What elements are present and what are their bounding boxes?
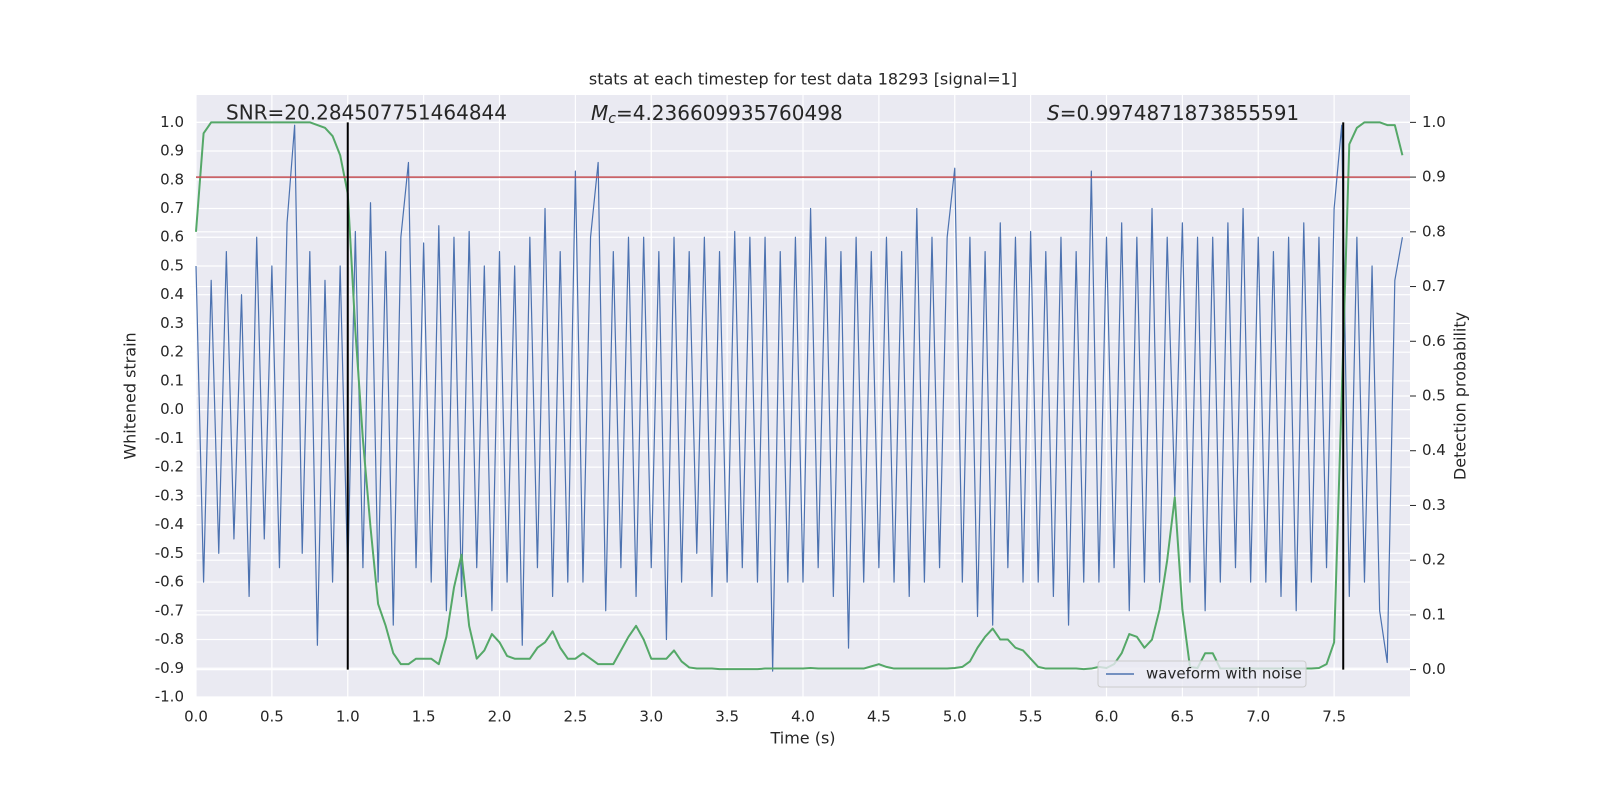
x-axis-label: Time (s): [769, 729, 835, 748]
y2-tick-label: 0.1: [1422, 605, 1446, 623]
x-tick-label: 0.0: [184, 708, 208, 726]
x-tick-label: 5.5: [1019, 708, 1043, 726]
series-line: [195, 124, 1404, 672]
y-tick-label: -0.4: [155, 515, 184, 533]
y-tick-label: 0.7: [160, 199, 184, 217]
x-tick-label: 1.0: [336, 708, 360, 726]
y-tick-label: -0.6: [155, 573, 184, 591]
y2-axis-label: Detection probability: [1451, 312, 1470, 480]
legend: waveform with noise: [1097, 660, 1307, 688]
chart-title: stats at each timestep for test data 182…: [589, 70, 1017, 89]
y2-tick-label: 0.5: [1422, 387, 1446, 405]
y2-tick-label: 0.8: [1422, 222, 1446, 240]
y-tick-label: 1.0: [160, 113, 184, 131]
y-tick-label: -0.5: [155, 544, 184, 562]
annotation-text: =0.9974871873855591: [1060, 101, 1299, 125]
y-tick-label: 0.0: [160, 400, 184, 418]
x-tick-label: 2.5: [563, 708, 587, 726]
annotation: S=0.9974871873855591: [1047, 101, 1299, 125]
y-tick-label: -0.3: [155, 486, 184, 504]
y2-tick-label: 0.4: [1422, 441, 1446, 459]
y-tick-label: 0.3: [160, 314, 184, 332]
y2-tick-label: 0.7: [1422, 277, 1446, 295]
y-tick-label: -0.7: [155, 601, 184, 619]
x-tick-label: 6.0: [1095, 708, 1119, 726]
y-tick-label: 0.4: [160, 285, 184, 303]
annotation-symbol: S: [1047, 101, 1060, 125]
legend-label: waveform with noise: [1146, 665, 1302, 683]
y-tick-label: -0.2: [155, 458, 184, 476]
annotation: SNR=20.284507751464844: [226, 101, 507, 125]
y-tick-label: -0.1: [155, 429, 184, 447]
x-tick-label: 0.5: [260, 708, 284, 726]
x-tick-label: 4.5: [867, 708, 891, 726]
annotation-subscript: c: [608, 111, 616, 127]
y-tick-label: 0.1: [160, 371, 184, 389]
annotation-text: =4.236609935760498: [616, 101, 843, 125]
y2-tick-label: 0.6: [1422, 332, 1446, 350]
legend-box: [1097, 660, 1307, 688]
y2-tick-label: 0.2: [1422, 551, 1446, 569]
annotation: Mc=4.236609935760498: [591, 101, 843, 128]
x-tick-label: 7.0: [1246, 708, 1270, 726]
y-tick-label: -1.0: [155, 688, 184, 706]
x-tick-label: 1.5: [412, 708, 436, 726]
y2-tick-label: 0.9: [1422, 168, 1446, 186]
annotation-symbol: M: [591, 101, 608, 125]
x-tick-label: 2.0: [488, 708, 512, 726]
x-tick-label: 3.0: [639, 708, 663, 726]
y-axis-label: Whitened strain: [121, 332, 140, 459]
y-tick-label: -0.9: [155, 659, 184, 677]
y-tick-label: 0.8: [160, 170, 184, 188]
y-tick-label: -0.8: [155, 630, 184, 648]
y-tick-label: 0.5: [160, 256, 184, 274]
y2-tick-label: 1.0: [1422, 113, 1446, 131]
y-tick-label: 0.9: [160, 142, 184, 160]
y-tick-label: 0.6: [160, 228, 184, 246]
y-tick-label: 0.2: [160, 343, 184, 361]
x-tick-label: 6.5: [1170, 708, 1194, 726]
x-tick-label: 5.0: [943, 708, 967, 726]
y2-tick-label: 0.3: [1422, 496, 1446, 514]
x-tick-label: 7.5: [1322, 708, 1346, 726]
x-tick-label: 3.5: [715, 708, 739, 726]
x-tick-label: 4.0: [791, 708, 815, 726]
y2-tick-label: 0.0: [1422, 660, 1446, 678]
